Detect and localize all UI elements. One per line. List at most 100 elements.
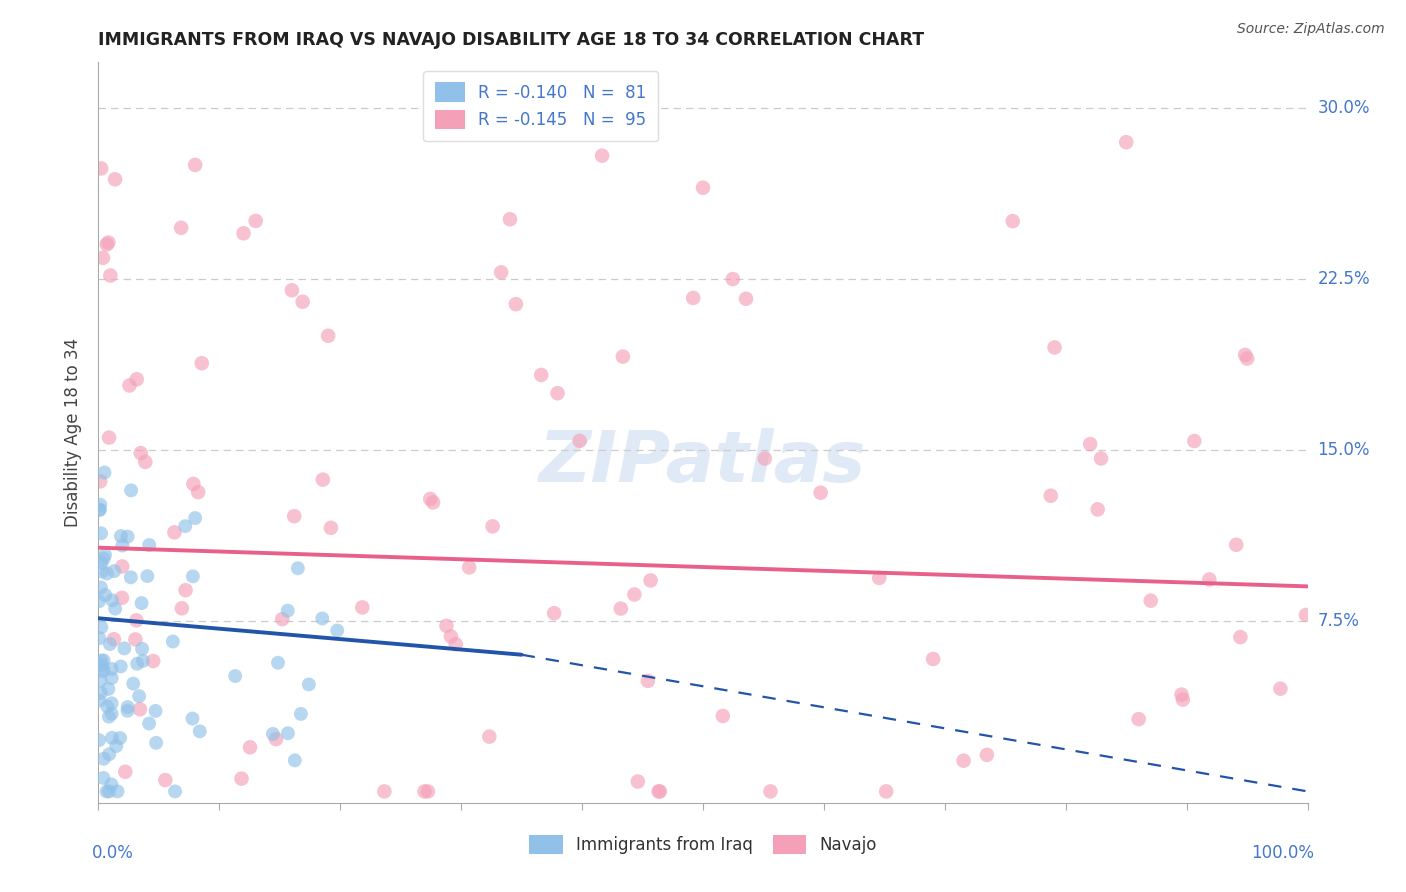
Point xyxy=(129,446,152,460)
Point xyxy=(312,473,335,487)
Point xyxy=(298,677,321,691)
Point xyxy=(128,689,150,703)
Point xyxy=(131,641,153,656)
Point xyxy=(120,483,142,498)
Point xyxy=(93,771,115,785)
Point xyxy=(93,551,115,566)
Point xyxy=(138,716,160,731)
Point xyxy=(122,676,145,690)
Point xyxy=(96,784,118,798)
Point xyxy=(1236,351,1258,366)
Point xyxy=(232,227,254,241)
Point xyxy=(107,784,129,798)
Point xyxy=(100,696,122,710)
Point xyxy=(90,565,112,579)
Point xyxy=(682,291,704,305)
Point xyxy=(93,653,115,667)
Point xyxy=(87,594,110,608)
Point xyxy=(103,564,125,578)
Point xyxy=(90,658,112,673)
Text: 30.0%: 30.0% xyxy=(1317,99,1369,117)
Point xyxy=(89,475,111,489)
Point xyxy=(184,158,207,172)
Point xyxy=(543,606,565,620)
Point xyxy=(184,511,207,525)
Point xyxy=(1182,434,1205,448)
Point xyxy=(547,386,569,401)
Point xyxy=(281,283,304,297)
Point xyxy=(136,569,159,583)
Point xyxy=(112,641,135,656)
Point xyxy=(100,706,122,721)
Text: 100.0%: 100.0% xyxy=(1250,844,1313,862)
Point xyxy=(90,686,112,700)
Point xyxy=(117,704,139,718)
Point xyxy=(187,485,209,500)
Point xyxy=(87,733,110,747)
Point xyxy=(145,736,167,750)
Point xyxy=(108,731,131,745)
Point xyxy=(96,566,118,581)
Point xyxy=(98,637,121,651)
Point xyxy=(190,356,212,370)
Point xyxy=(181,712,204,726)
Point xyxy=(90,653,112,667)
Point xyxy=(319,521,342,535)
Point xyxy=(413,784,436,798)
Point xyxy=(875,784,897,798)
Point xyxy=(174,519,197,533)
Point xyxy=(94,548,117,562)
Point xyxy=(90,673,112,688)
Point xyxy=(117,530,139,544)
Point xyxy=(591,149,613,163)
Point xyxy=(93,466,115,480)
Point xyxy=(90,581,112,595)
Point xyxy=(711,709,734,723)
Point xyxy=(264,732,287,747)
Point xyxy=(505,297,527,311)
Point xyxy=(277,726,299,740)
Point xyxy=(759,784,782,798)
Point xyxy=(91,664,114,678)
Point xyxy=(481,519,503,533)
Point xyxy=(416,784,439,798)
Point xyxy=(97,235,120,250)
Point xyxy=(1087,502,1109,516)
Point xyxy=(87,693,110,707)
Point xyxy=(1128,712,1150,726)
Point xyxy=(105,739,128,753)
Point xyxy=(90,526,112,541)
Point xyxy=(183,477,205,491)
Point xyxy=(110,659,132,673)
Point xyxy=(499,212,522,227)
Point xyxy=(922,652,945,666)
Point xyxy=(111,539,134,553)
Point xyxy=(610,601,633,615)
Point xyxy=(98,784,121,798)
Point xyxy=(568,434,591,448)
Point xyxy=(1171,692,1194,706)
Point xyxy=(868,571,890,585)
Point xyxy=(262,727,284,741)
Point xyxy=(1090,451,1112,466)
Point xyxy=(104,601,127,615)
Point xyxy=(530,368,553,382)
Point xyxy=(134,455,156,469)
Point xyxy=(100,671,122,685)
Point xyxy=(1229,630,1251,644)
Point xyxy=(125,613,148,627)
Point xyxy=(93,663,115,677)
Point xyxy=(316,328,339,343)
Y-axis label: Disability Age 18 to 34: Disability Age 18 to 34 xyxy=(65,338,83,527)
Point xyxy=(155,773,177,788)
Point xyxy=(188,724,211,739)
Point xyxy=(111,591,134,605)
Point xyxy=(1225,538,1247,552)
Point xyxy=(810,485,832,500)
Point xyxy=(91,251,114,265)
Point xyxy=(239,740,262,755)
Point xyxy=(648,784,671,798)
Point xyxy=(284,753,307,767)
Point xyxy=(277,604,299,618)
Point xyxy=(90,620,112,634)
